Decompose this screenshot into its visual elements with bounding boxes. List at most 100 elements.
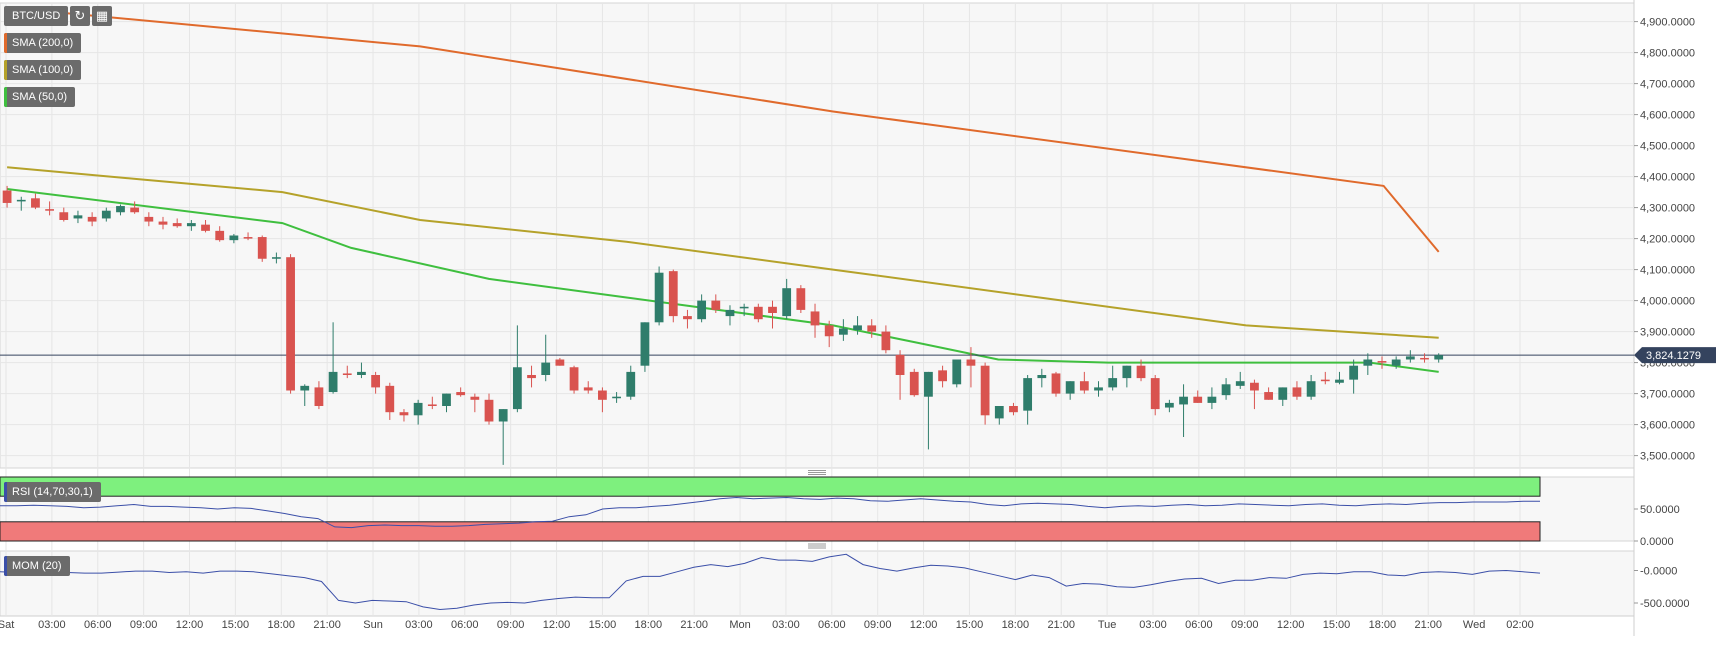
candle [994,406,1004,425]
sma100-swatch [4,60,7,80]
candle [782,278,792,320]
y-tick-label: 4,300.0000 [1640,203,1695,215]
candle-body [328,371,338,393]
candle [342,365,352,379]
candle-body [1179,396,1188,405]
candle-body [1207,396,1217,403]
candle [1335,371,1344,385]
candle-body [683,316,692,320]
sma200-line [7,6,1440,253]
x-tick-label: 21:00 [1414,619,1442,631]
candle [555,357,565,366]
resize-handle-2[interactable] [808,543,826,549]
symbol-label: BTC/USD [12,10,61,22]
candle [427,396,437,410]
candle-body [668,271,678,317]
candle [711,294,721,313]
candle-body [838,328,848,335]
calendar-icon[interactable]: ▦ [92,6,112,26]
current-price-label: 3,824.1279 [1646,350,1701,362]
candle-body [1164,402,1174,408]
candle [1179,384,1188,437]
sma50-badge[interactable]: SMA (50,0) [4,87,76,107]
main-pane-bg [0,2,1635,469]
candle [683,309,692,329]
candle [1122,365,1132,388]
sma100-badge[interactable]: SMA (100,0) [4,60,82,80]
candle [1079,371,1089,394]
candle-body [924,371,933,397]
candle-body [1250,382,1259,391]
candle [31,193,40,210]
candle-body [1221,384,1231,396]
candle-body [59,212,69,220]
symbol-badge[interactable]: BTC/USD [4,6,68,26]
y-tick-label: 4,700.0000 [1640,79,1695,91]
x-tick-label: 02:00 [1506,619,1534,631]
x-tick-label: 15:00 [956,619,984,631]
candle [371,371,381,394]
candle [1250,379,1259,410]
candle-body [725,309,735,317]
sma200-badge[interactable]: SMA (200,0) [4,33,82,53]
candle [442,393,451,413]
resize-handle-1[interactable] [808,470,826,475]
rsi-oversold-zone [0,521,1541,542]
candle-body [272,257,281,259]
candle [2,185,12,208]
candle-body [1391,359,1401,366]
candle [385,382,395,420]
candle-body [1363,359,1373,366]
x-tick-label: 03:00 [772,619,800,631]
candle [612,392,621,403]
candle-body [768,306,777,313]
y-tick-label: 4,400.0000 [1640,172,1695,184]
candle [1363,353,1373,375]
x-tick-label: 12:00 [1277,619,1305,631]
mom-y-tick-label: -0.0000 [1640,566,1677,578]
candle [569,365,579,394]
candle-body [1320,379,1330,382]
candle-body [371,375,381,388]
candle [300,384,310,406]
candle [16,196,26,211]
candle [527,365,536,388]
x-tick-label: 15:00 [589,619,617,631]
candle-body [867,325,877,332]
candle-body [1065,381,1075,394]
candle [1108,365,1118,391]
candle-body [541,362,551,375]
candle [116,204,125,216]
y-tick-label: 4,900.0000 [1640,17,1695,29]
y-tick-label: 4,500.0000 [1640,141,1695,153]
candle-body [385,385,395,413]
candle [101,207,111,222]
candle-body [1278,387,1288,400]
candle [640,322,650,372]
candle-body [626,371,636,397]
candle [1065,381,1075,400]
candle [1164,399,1174,413]
candle-body [1434,355,1444,360]
candle-body [87,216,97,222]
candle [1207,387,1217,410]
candle-body [909,371,919,396]
candle-body [1079,381,1089,391]
candle [810,303,820,338]
y-tick-label: 4,800.0000 [1640,48,1695,60]
mom-badge[interactable]: MOM (20) [4,556,70,576]
candle-body [583,387,593,391]
y-tick-label: 3,600.0000 [1640,420,1695,432]
rsi-badge[interactable]: RSI (14,70,30,1) [4,482,101,502]
candle [59,207,69,222]
candle [470,393,480,413]
candle [1420,353,1429,363]
candle-body [952,359,962,385]
candle-body [1306,381,1316,397]
y-tick-label: 4,100.0000 [1640,265,1695,277]
candle [1009,402,1018,416]
candle-body [172,223,182,227]
candle [1094,381,1103,397]
reload-icon[interactable]: ↻ [70,6,90,26]
